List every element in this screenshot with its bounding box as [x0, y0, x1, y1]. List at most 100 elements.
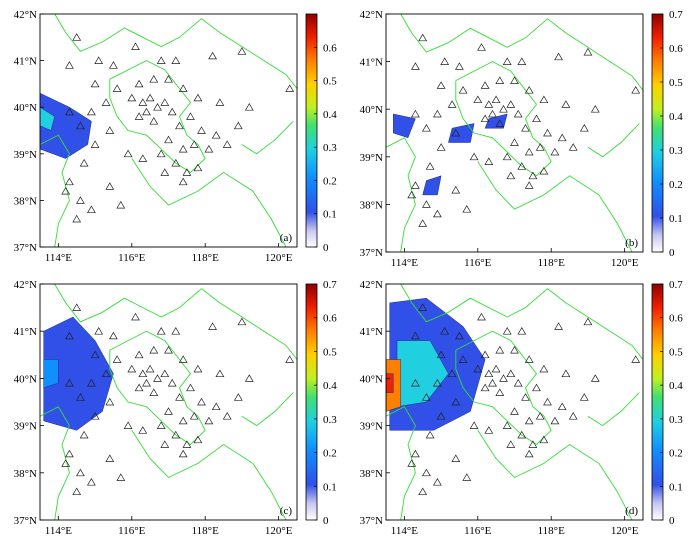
station-marker: [513, 109, 523, 118]
station-marker: [105, 397, 115, 406]
station-marker: [436, 412, 446, 420]
province-border: [386, 406, 416, 520]
station-marker: [123, 149, 133, 158]
province-border: [477, 430, 633, 520]
station-marker: [410, 378, 420, 387]
station-marker: [101, 369, 111, 378]
panel-d: 114°E 116°E 118°E 120°E 37°N 38°N 39°N 40°N 41°N…: [360, 279, 684, 537]
station-marker: [480, 81, 490, 89]
y-tick-label: 40°N: [360, 104, 383, 116]
station-marker: [506, 369, 516, 378]
station-marker: [477, 43, 486, 51]
station-marker: [590, 105, 600, 113]
station-marker: [197, 126, 206, 134]
station-marker: [79, 158, 89, 167]
province-border: [241, 392, 294, 427]
colorbar-tick-label: 0.1: [323, 209, 337, 221]
station-marker: [561, 369, 571, 378]
station-marker: [61, 186, 71, 195]
station-marker: [543, 397, 552, 406]
colorbar: [652, 284, 663, 520]
station-marker: [285, 355, 295, 363]
station-marker: [178, 177, 188, 186]
colorbar-tick-label: 0.2: [323, 448, 337, 460]
station-marker: [524, 416, 534, 425]
station-marker: [244, 374, 254, 382]
y-tick-label: 37°N: [360, 247, 383, 259]
station-marker: [64, 331, 74, 340]
station-marker: [153, 103, 162, 111]
colorbar-tick-label: 0.1: [669, 481, 683, 493]
station-marker: [432, 478, 442, 486]
station-marker: [131, 42, 140, 50]
province-border: [455, 61, 552, 177]
plot-frame: [39, 283, 298, 521]
province-border: [477, 161, 633, 252]
colorbar-frame: [305, 13, 318, 248]
station-marker: [193, 364, 203, 373]
station-marker: [153, 374, 162, 382]
station-marker: [208, 322, 218, 330]
y-tick-label: 42°N: [14, 9, 37, 21]
province-border: [587, 392, 640, 427]
province-border: [54, 14, 297, 89]
plot-frame: [385, 13, 644, 253]
station-marker: [160, 440, 170, 448]
station-marker: [167, 378, 177, 387]
station-marker: [101, 98, 111, 106]
station-marker: [539, 95, 549, 104]
colorbar-tick-label: 0.4: [669, 380, 683, 392]
station-marker: [222, 140, 232, 148]
station-marker: [237, 47, 247, 55]
station-marker: [215, 369, 225, 378]
x-tick-label: 116°E: [464, 525, 491, 537]
colorbar-tick-label: 0: [323, 515, 329, 527]
y-tick-label: 39°N: [14, 421, 37, 433]
province-border: [40, 134, 70, 247]
province-border: [109, 60, 206, 173]
field-region: [484, 113, 508, 129]
station-marker: [164, 135, 173, 144]
station-marker: [64, 107, 74, 116]
station-marker: [79, 430, 89, 439]
station-marker: [75, 393, 85, 401]
station-marker: [244, 103, 254, 111]
station-marker: [105, 454, 115, 462]
station-marker: [517, 327, 527, 335]
x-tick-label: 118°E: [538, 257, 565, 269]
colorbar-tick-label: 0.2: [669, 179, 683, 191]
station-marker: [447, 100, 457, 108]
colorbar-tick-label: 0.6: [323, 313, 337, 325]
station-marker: [539, 364, 549, 373]
colorbar-tick-label: 0.2: [669, 448, 683, 460]
station-marker: [484, 426, 494, 434]
colorbar-frame: [305, 283, 318, 521]
x-tick-label: 116°E: [118, 252, 145, 264]
station-marker: [524, 86, 534, 94]
station-marker: [473, 364, 483, 373]
station-marker: [72, 303, 82, 311]
colorbar-tick-label: 0.6: [323, 42, 337, 54]
colorbar-tick-label: 0.3: [323, 414, 337, 426]
x-tick-label: 118°E: [192, 252, 219, 264]
station-marker: [211, 131, 221, 139]
station-marker: [495, 345, 505, 354]
y-tick-label: 38°N: [360, 468, 383, 480]
station-marker: [554, 52, 564, 61]
station-marker: [64, 378, 74, 387]
station-marker: [64, 177, 74, 186]
station-marker: [473, 95, 483, 104]
station-marker: [123, 421, 133, 429]
station-marker: [502, 152, 512, 161]
colorbar-tick-label: 0.3: [323, 142, 337, 154]
station-marker: [90, 140, 100, 148]
station-marker: [517, 162, 527, 170]
x-tick-label: 120°E: [265, 525, 293, 537]
station-marker: [90, 79, 100, 88]
x-tick-label: 120°E: [265, 252, 293, 264]
station-marker: [72, 487, 82, 496]
station-marker: [72, 214, 82, 223]
colorbar-tick-label: 0.6: [669, 313, 683, 325]
station-marker: [451, 397, 461, 406]
